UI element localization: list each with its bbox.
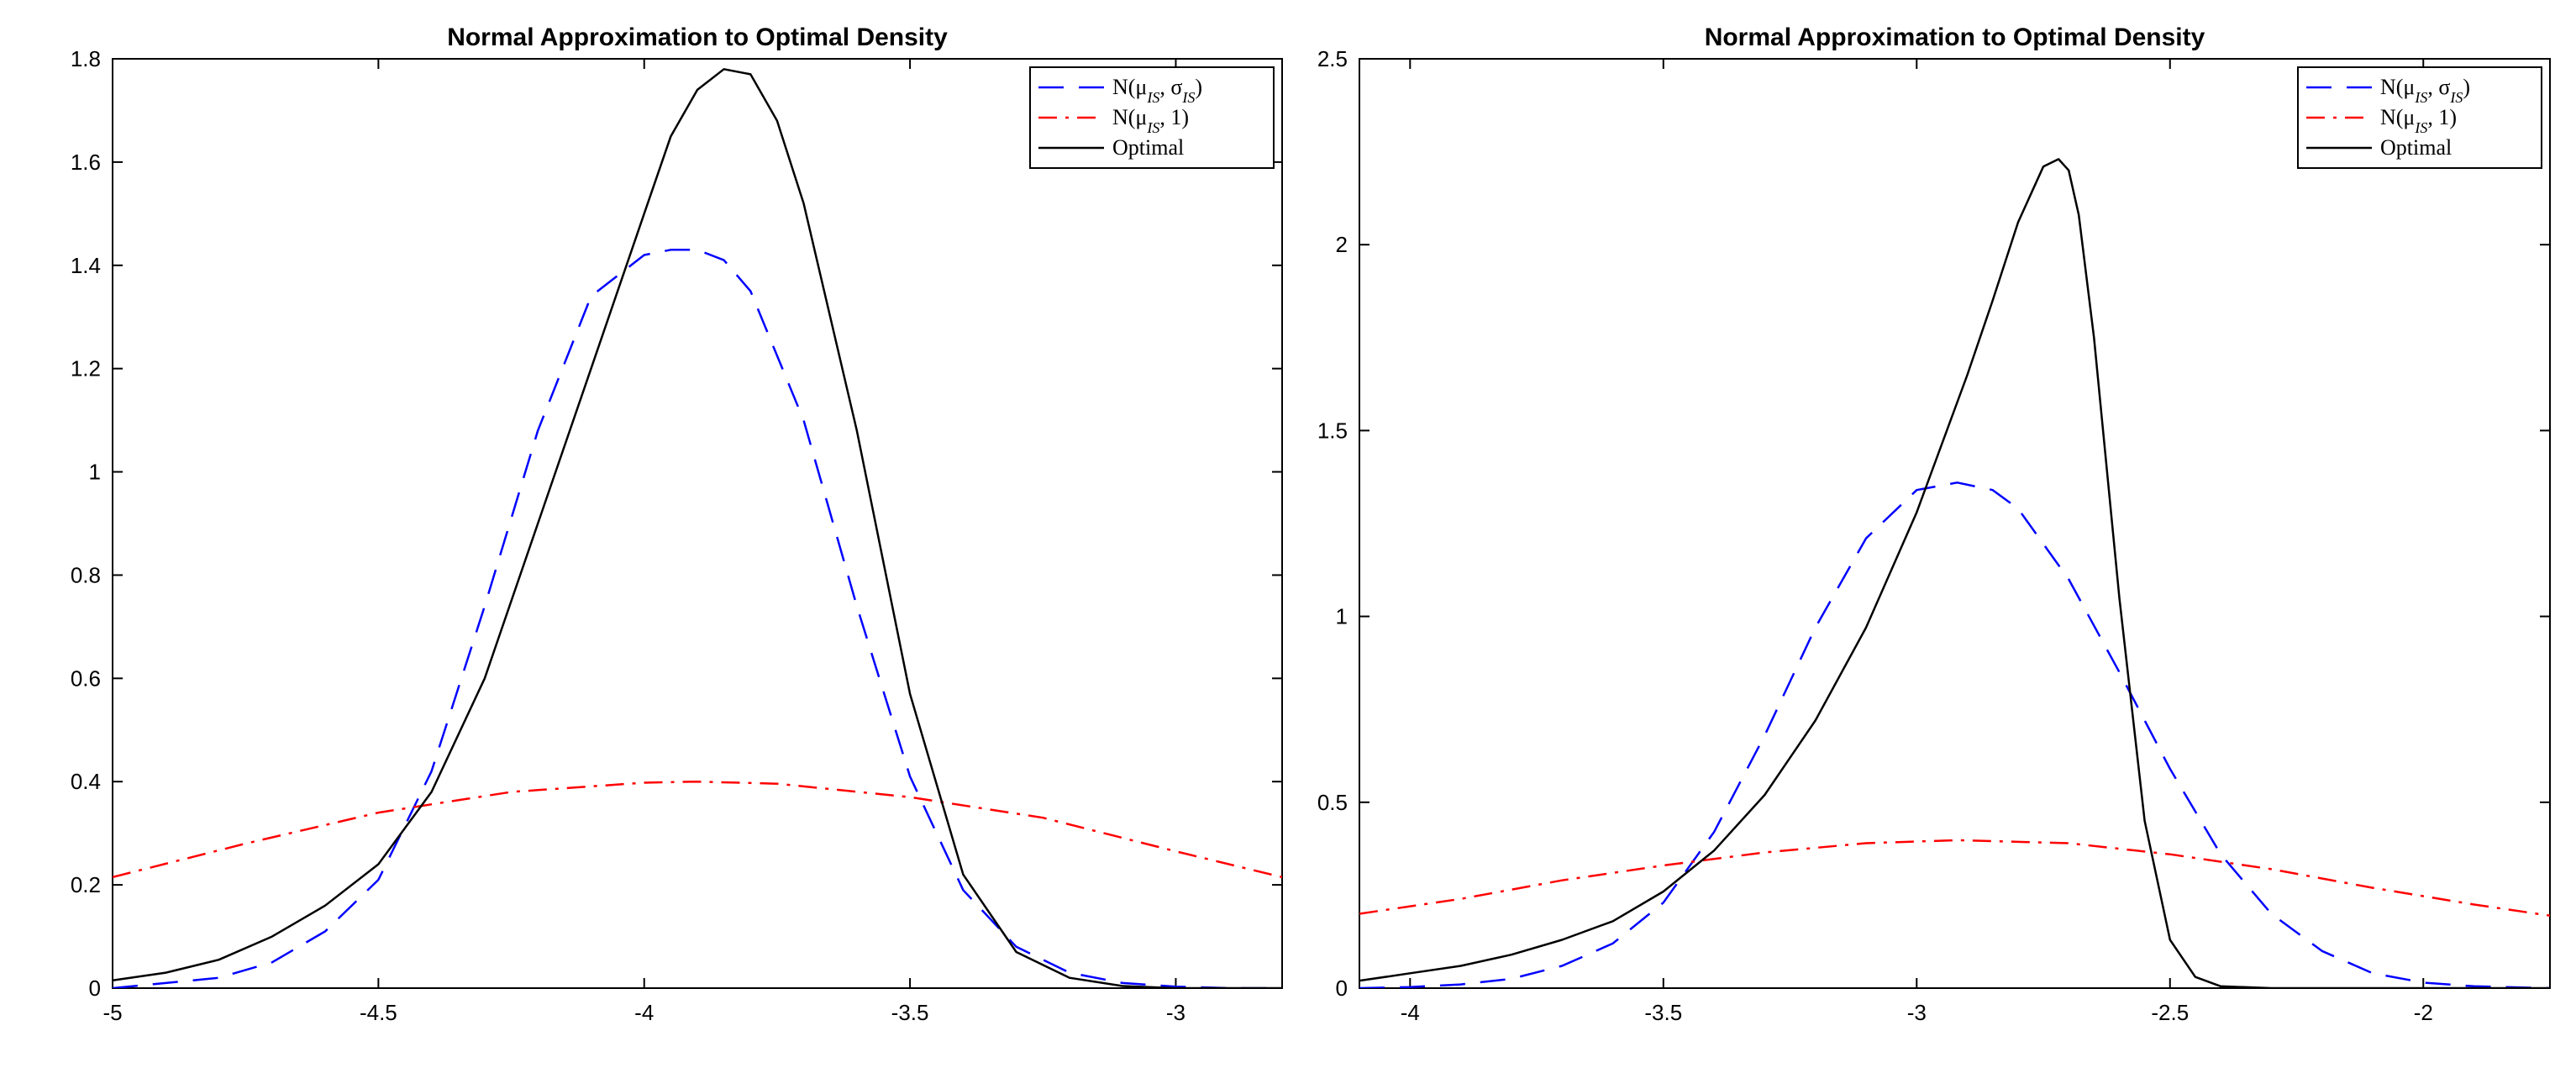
legend: N(μIS, σIS)N(μIS, 1)Optimal <box>1029 66 1275 169</box>
legend-label: Optimal <box>1112 135 1184 160</box>
chart-panel-2: Normal Approximation to Optimal Density -… <box>1317 24 2551 1025</box>
y-tick-label: 1 <box>1336 604 1348 629</box>
y-tick-label: 0 <box>1336 976 1348 1001</box>
x-tick-label: -3 <box>1907 1000 1927 1025</box>
x-tick-label: -2 <box>2414 1000 2433 1025</box>
y-tick-label: 1 <box>89 460 101 485</box>
legend: N(μIS, σIS)N(μIS, 1)Optimal <box>2297 66 2542 169</box>
series-line-solid <box>113 68 1282 988</box>
x-tick-label: -5 <box>103 1000 122 1025</box>
series-line-dashdot <box>1359 839 2550 917</box>
y-tick-label: 0 <box>89 976 101 1001</box>
series-line-solid <box>1359 158 2550 988</box>
y-tick-label: 2 <box>1336 232 1348 257</box>
x-tick-label: -4 <box>1401 1000 1420 1025</box>
y-tick-label: 1.6 <box>71 150 101 175</box>
series-line-dashdot <box>113 780 1282 879</box>
legend-label: Optimal <box>2380 135 2452 160</box>
x-tick-label: -3.5 <box>891 1000 929 1025</box>
x-tick-label: -2.5 <box>2151 1000 2189 1025</box>
chart-title: Normal Approximation to Optimal Density <box>447 24 948 51</box>
x-tick-label: -4.5 <box>360 1000 397 1025</box>
series-line-dashed <box>1359 481 2550 988</box>
x-tick-label: -3 <box>1166 1000 1185 1025</box>
y-tick-label: 0.5 <box>1317 790 1348 815</box>
y-tick-label: 1.8 <box>71 46 101 71</box>
chart-title: Normal Approximation to Optimal Density <box>1705 24 2205 51</box>
legend-box <box>2297 66 2542 169</box>
legend-label: N(μIS, σIS) <box>2380 75 2470 106</box>
legend-label: N(μIS, 1) <box>2380 105 2457 136</box>
legend-box <box>1029 66 1275 169</box>
y-tick-label: 1.4 <box>71 253 101 278</box>
y-tick-label: 0.8 <box>71 562 101 587</box>
series-line-dashed <box>113 249 1282 988</box>
y-tick-label: 1.2 <box>71 356 101 381</box>
legend-label: N(μIS, σIS) <box>1112 75 1202 106</box>
chart-panel-1: Normal Approximation to Optimal Density -… <box>71 24 1283 1025</box>
y-tick-label: 2.5 <box>1317 46 1348 71</box>
y-tick-label: 1.5 <box>1317 418 1348 443</box>
y-tick-label: 0.2 <box>71 872 101 897</box>
legend-label: N(μIS, 1) <box>1112 105 1189 136</box>
axes-box <box>1359 58 2551 989</box>
x-tick-label: -4 <box>634 1000 654 1025</box>
axes-box <box>112 58 1283 989</box>
x-tick-label: -3.5 <box>1644 1000 1682 1025</box>
y-tick-label: 0.4 <box>71 769 101 794</box>
y-tick-label: 0.6 <box>71 665 101 691</box>
